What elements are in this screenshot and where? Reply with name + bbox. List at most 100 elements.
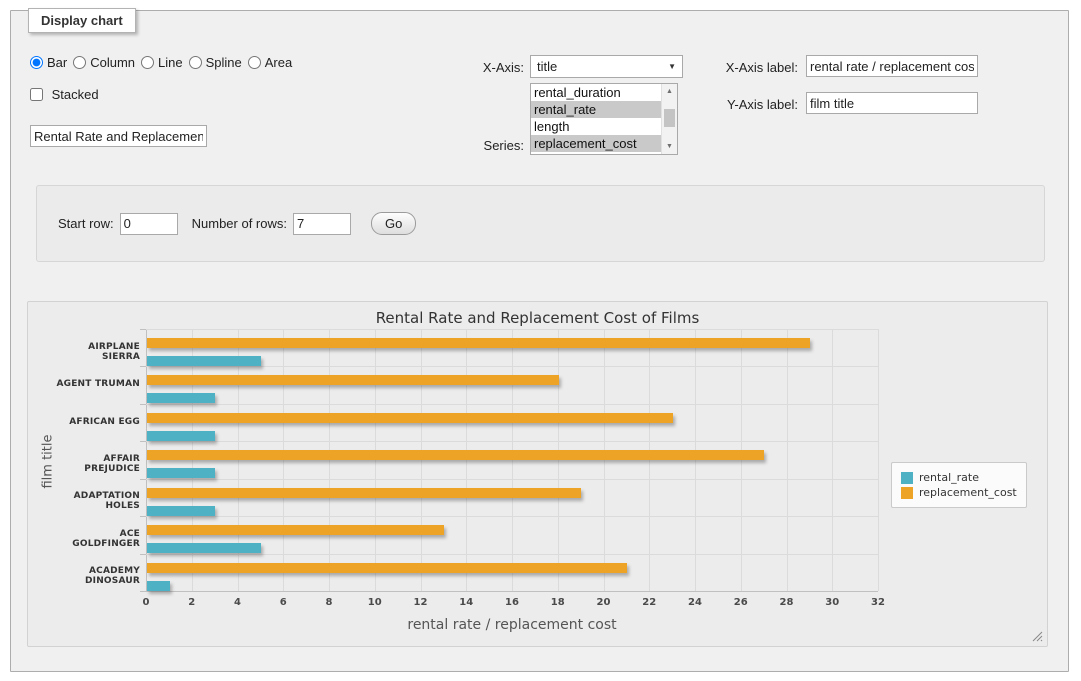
row-range-panel: Start row: Number of rows: Go [36, 185, 1045, 262]
x-axis-label-field-label: X-Axis label: [725, 60, 798, 75]
category-label: AIRPLANE SIERRA [88, 341, 140, 362]
x-axis-select[interactable]: title ▼ [530, 55, 683, 78]
chart-x-axis-ticks: 0 2 4 6 8 10 12 14 16 18 20 22 24 26 28 30 32 [142, 597, 885, 611]
legend-swatch-icon [901, 471, 913, 484]
start-row-input[interactable] [119, 212, 178, 235]
chart-type-radio-area[interactable] [247, 56, 261, 69]
x-tick-label: 6 [279, 597, 287, 608]
x-tick-label: 22 [642, 597, 657, 608]
bar-rental_rate [147, 543, 262, 554]
x-tick-label: 10 [367, 597, 382, 608]
series-option-replacement_cost[interactable]: replacement_cost [531, 135, 661, 152]
category-tick [140, 516, 146, 518]
bar-replacement_cost [147, 562, 628, 573]
bar-replacement_cost [147, 338, 811, 348]
resize-handle-icon[interactable] [1032, 631, 1043, 642]
gridline-vertical [146, 329, 147, 591]
x-tick-label: 24 [688, 597, 702, 608]
category-tick [140, 591, 146, 592]
bar-rental_rate [147, 356, 262, 366]
series-listbox[interactable]: rental_duration rental_rate length replacem… [530, 83, 678, 155]
bar-rental_rate [147, 468, 216, 479]
gridline-horizontal [146, 516, 878, 518]
bar-replacement_cost [147, 412, 673, 423]
series-list-scrollbar[interactable]: ▲ ▼ [661, 84, 677, 154]
radio-label: Line [158, 55, 183, 70]
category-tick [140, 403, 146, 405]
legend-entry-replacement_cost[interactable]: replacement_cost [901, 486, 1017, 499]
x-tick-label: 2 [188, 597, 196, 608]
chart-type-option-column[interactable]: Column [73, 55, 135, 70]
category-label: ACE GOLDFINGER [72, 528, 140, 549]
scrollbar-track[interactable] [662, 99, 677, 139]
gridline-horizontal [146, 553, 878, 555]
y-axis-label-input[interactable] [806, 92, 978, 114]
gridline-horizontal [146, 591, 878, 592]
fieldset-legend: Display chart [28, 8, 136, 33]
dropdown-arrow-icon: ▼ [668, 62, 676, 71]
stacked-label: Stacked [51, 87, 99, 102]
chart-type-radio-column[interactable] [73, 56, 87, 69]
series-option-rental_duration[interactable]: rental_duration [534, 85, 621, 100]
category-label: AGENT TRUMAN [56, 379, 140, 390]
chart-type-radio-spline[interactable] [188, 56, 202, 69]
category-label: AFFAIR PREJUDICE [84, 454, 140, 474]
chart-type-option-area[interactable]: Area [247, 55, 292, 70]
x-axis-label-input[interactable] [806, 55, 978, 77]
bar-replacement_cost [147, 450, 765, 461]
bar-rental_rate [147, 430, 216, 441]
bar-rental_rate [147, 393, 216, 404]
series-list-items: rental_duration rental_rate length replacem… [531, 84, 661, 154]
gridline-vertical [832, 329, 834, 591]
x-tick-label: 32 [871, 597, 885, 608]
scrollbar-thumb[interactable] [664, 109, 675, 127]
category-tick [140, 478, 146, 480]
series-select-label: Series: [483, 138, 524, 153]
scroll-down-icon[interactable]: ▼ [662, 139, 677, 154]
chart-x-axis-title: rental rate / replacement cost [407, 617, 617, 633]
chart-type-radio-line[interactable] [141, 56, 155, 69]
radio-label: Bar [47, 55, 68, 70]
chart-type-option-bar[interactable]: Bar [30, 55, 67, 70]
chart-type-option-spline[interactable]: Spline [188, 55, 242, 70]
legend-entry-rental_rate[interactable]: rental_rate [901, 471, 1017, 484]
chart-title: Rental Rate and Replacement Cost of Film… [375, 309, 700, 327]
go-button[interactable]: Go [371, 212, 417, 235]
x-tick-label: 0 [142, 597, 150, 608]
category-tick [140, 366, 146, 368]
chart-container: Rental Rate and Replacement Cost of Film… [27, 301, 1048, 647]
chart-type-option-line[interactable]: Line [141, 55, 183, 70]
legend-label: rental_rate [919, 471, 979, 484]
bar-rental_rate [147, 580, 170, 591]
x-tick-label: 14 [459, 597, 474, 608]
gridline-horizontal [146, 329, 878, 330]
number-of-rows-input[interactable] [293, 212, 351, 235]
radio-label: Spline [205, 55, 242, 70]
x-axis-select-label: X-Axis: [482, 60, 524, 75]
row-range-controls: Start row: Number of rows: Go [58, 212, 417, 235]
chart-y-axis-title: film title [40, 434, 56, 489]
x-tick-label: 16 [505, 597, 519, 608]
x-tick-label: 18 [550, 597, 565, 608]
y-axis-label-field-label: Y-Axis label: [726, 97, 798, 112]
gridline-horizontal [146, 478, 878, 480]
series-option-length[interactable]: length [534, 119, 570, 134]
category-label: ADAPTATION HOLES [73, 491, 140, 512]
chart-type-radio-bar[interactable] [30, 56, 43, 69]
series-option-rental_rate[interactable]: rental_rate [531, 101, 661, 118]
radio-label: Column [90, 55, 136, 70]
gridline-horizontal [146, 403, 878, 405]
stacked-checkbox[interactable] [30, 88, 43, 101]
scroll-up-icon[interactable]: ▲ [662, 84, 677, 99]
x-tick-label: 8 [325, 597, 333, 608]
x-tick-label: 30 [825, 597, 840, 608]
x-tick-label: 20 [596, 597, 611, 608]
chart-legend: rental_rate replacement_cost [891, 462, 1027, 508]
chart-type-radio-group: Bar Column Line Spline Area [30, 55, 298, 70]
category-tick [140, 441, 146, 443]
category-tick [140, 553, 146, 555]
chart-title-input[interactable] [30, 125, 207, 147]
stacked-option[interactable]: Stacked [30, 87, 99, 102]
legend-label: replacement_cost [919, 486, 1017, 499]
